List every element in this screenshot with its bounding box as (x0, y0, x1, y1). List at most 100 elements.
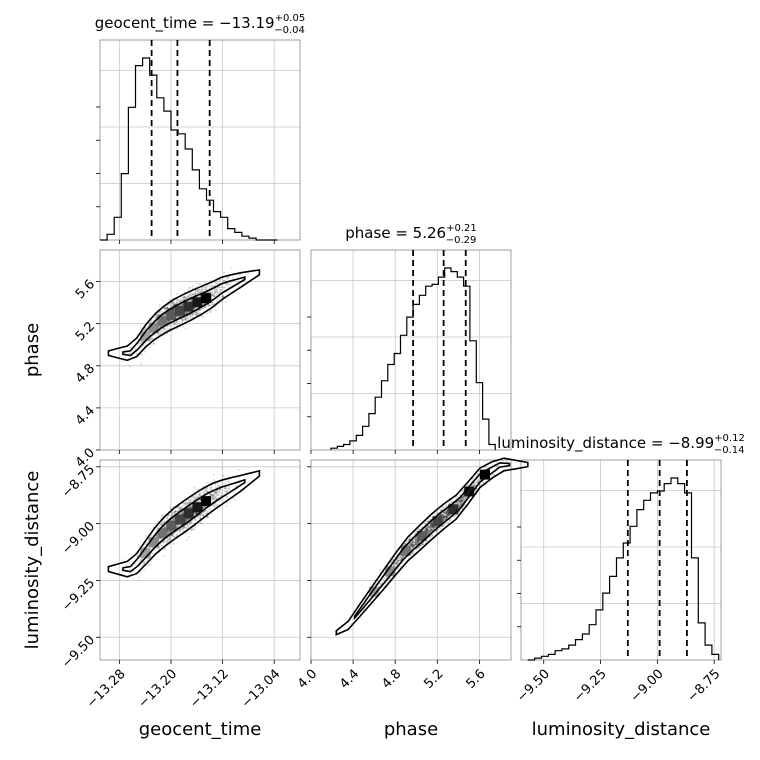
sample-point (185, 296, 188, 299)
sample-point (166, 518, 169, 520)
sample-point (471, 478, 474, 481)
sample-point (182, 325, 184, 328)
sample-point (211, 302, 214, 304)
sample-point (430, 530, 433, 532)
sample-point (180, 512, 183, 515)
sample-point (164, 525, 166, 528)
sample-point (205, 488, 208, 491)
sample-point (204, 490, 207, 492)
sample-point (225, 301, 227, 303)
sample-point (476, 473, 479, 475)
sample-point (193, 496, 196, 499)
sample-point (393, 562, 396, 564)
sample-point (445, 511, 448, 513)
sample-point (446, 510, 449, 512)
sample-point (170, 507, 173, 510)
sample-point (431, 533, 434, 536)
sample-point (414, 543, 416, 546)
sample-point (186, 519, 188, 521)
sample-point (206, 488, 209, 490)
sample-point (220, 278, 222, 281)
sample-point (411, 546, 414, 549)
sample-point (216, 292, 219, 295)
sample-point (185, 318, 188, 321)
sample-point (184, 318, 187, 321)
sample-point (200, 288, 203, 291)
density-block (192, 297, 203, 308)
sample-point (159, 333, 162, 335)
sample-point (156, 313, 159, 316)
sample-point (211, 513, 214, 515)
sample-point (217, 494, 220, 496)
sample-point (456, 500, 459, 503)
sample-point (169, 535, 172, 538)
sample-point (202, 485, 204, 488)
sample-point (172, 542, 175, 545)
sample-point (219, 288, 222, 291)
density-block (157, 528, 168, 539)
sample-point (183, 526, 185, 528)
sample-point (224, 279, 226, 282)
sample-point (209, 493, 212, 496)
sample-point (190, 506, 192, 508)
sample-point (202, 308, 205, 310)
sample-point (168, 530, 171, 533)
sample-point (222, 493, 225, 496)
sample-point (398, 556, 401, 559)
sample-point (214, 493, 216, 496)
sample-point (198, 495, 201, 498)
sample-point (190, 313, 193, 316)
sample-point (217, 286, 220, 289)
sample-point (221, 296, 224, 299)
sample-point (443, 517, 445, 520)
sample-point (166, 306, 169, 309)
sample-point (184, 319, 187, 321)
histogram-panel-geocent-time: geocent_time = −13.19+0.05 −0.04 (95, 13, 305, 244)
sample-point (214, 483, 217, 486)
sample-point (181, 319, 184, 321)
sample-point (213, 505, 216, 507)
sample-point (214, 291, 217, 294)
sample-point (144, 351, 147, 353)
sample-point (168, 320, 171, 323)
sample-point (181, 303, 184, 306)
sample-point (154, 317, 157, 319)
sample-point (410, 545, 413, 547)
sample-point (399, 565, 402, 568)
sample-point (177, 316, 180, 319)
sample-point (159, 310, 162, 313)
sample-point (459, 504, 462, 507)
sample-point (431, 529, 433, 532)
sample-point (127, 561, 130, 564)
sample-point (426, 528, 428, 531)
sample-point (444, 515, 447, 518)
sample-point (414, 531, 416, 533)
sample-point (412, 541, 415, 544)
sample-point (410, 540, 413, 543)
sample-point (462, 496, 465, 499)
sample-point (214, 290, 217, 292)
sample-point (202, 506, 204, 509)
sample-point (430, 526, 433, 529)
sample-point (170, 304, 173, 307)
title-minus: −0.29 (446, 235, 477, 246)
sample-point (411, 552, 414, 555)
sample-point (238, 468, 241, 471)
sample-point (446, 515, 448, 518)
sample-point (195, 313, 198, 316)
sample-point (170, 511, 173, 514)
sample-point (195, 512, 198, 515)
sample-point (226, 277, 229, 279)
sample-point (424, 522, 426, 525)
sample-point (144, 327, 147, 329)
sample-point (187, 518, 190, 521)
sample-point (206, 490, 209, 493)
sample-point (198, 493, 201, 495)
sample-point (193, 291, 196, 294)
sample-point (193, 486, 196, 489)
sample-point (168, 321, 170, 323)
sample-point (173, 511, 176, 514)
sample-point (445, 515, 448, 518)
sample-point (180, 299, 183, 301)
sample-point (162, 541, 164, 543)
